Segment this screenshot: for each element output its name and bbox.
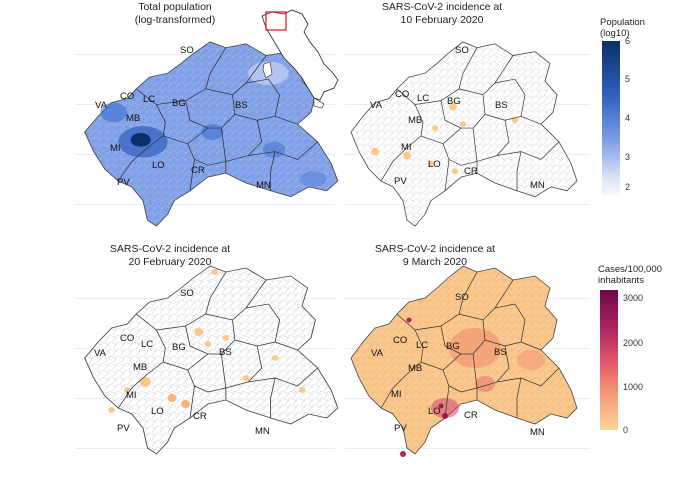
label-CO: CO bbox=[120, 333, 134, 344]
label-MB: MB bbox=[408, 115, 422, 126]
map-feb10 bbox=[351, 42, 577, 226]
label-CO: CO bbox=[393, 335, 407, 346]
label-LO: LO bbox=[428, 406, 441, 417]
legend-colorbar-incidence bbox=[600, 290, 618, 430]
label-BS: BS bbox=[219, 347, 232, 358]
label-SO: SO bbox=[455, 45, 469, 56]
legend-population: Population (log10) 6 5 4 3 2 bbox=[600, 17, 690, 187]
legend-title-line1: Population bbox=[600, 17, 645, 28]
legend-title-line2: (log10) bbox=[600, 28, 645, 39]
label-MN: MN bbox=[530, 180, 545, 191]
label-PV: PV bbox=[117, 177, 130, 188]
label-SO: SO bbox=[180, 288, 194, 299]
legend-tick: 3000 bbox=[623, 293, 643, 303]
label-SO: SO bbox=[455, 292, 469, 303]
legend-tick: 4 bbox=[625, 113, 630, 123]
label-LC: LC bbox=[417, 93, 429, 104]
label-LO: LO bbox=[428, 159, 441, 170]
label-CR: CR bbox=[464, 166, 478, 177]
label-MB: MB bbox=[408, 363, 422, 374]
label-CR: CR bbox=[193, 411, 207, 422]
label-MI: MI bbox=[391, 389, 402, 400]
legend-tick: 3 bbox=[625, 152, 630, 162]
legend-tick: 1000 bbox=[623, 382, 643, 392]
label-PV: PV bbox=[394, 423, 407, 434]
label-LO: LO bbox=[152, 160, 165, 171]
legend-tick: 2 bbox=[625, 182, 630, 192]
label-SO: SO bbox=[180, 45, 194, 56]
label-CO: CO bbox=[395, 89, 409, 100]
label-MI: MI bbox=[401, 142, 412, 153]
label-MN: MN bbox=[256, 180, 271, 191]
label-BS: BS bbox=[495, 100, 508, 111]
legend-tick: 6 bbox=[625, 36, 630, 46]
label-CR: CR bbox=[464, 410, 478, 421]
label-BS: BS bbox=[235, 100, 248, 111]
legend-tick: 5 bbox=[625, 74, 630, 84]
label-BG: BG bbox=[172, 98, 186, 109]
label-BG: BG bbox=[172, 342, 186, 353]
label-MN: MN bbox=[530, 427, 545, 438]
label-PV: PV bbox=[394, 176, 407, 187]
label-CO: CO bbox=[120, 91, 134, 102]
label-VA: VA bbox=[94, 348, 107, 359]
label-MN: MN bbox=[255, 426, 270, 437]
label-MI: MI bbox=[126, 390, 137, 401]
label-MB: MB bbox=[126, 113, 140, 124]
label-LC: LC bbox=[141, 339, 153, 350]
label-PV: PV bbox=[117, 423, 130, 434]
label-CR: CR bbox=[191, 165, 205, 176]
label-LC: LC bbox=[416, 340, 428, 351]
legend-tick: 2000 bbox=[623, 338, 643, 348]
label-BS: BS bbox=[494, 347, 507, 358]
label-MB: MB bbox=[133, 362, 147, 373]
label-LO: LO bbox=[151, 406, 164, 417]
label-BG: BG bbox=[447, 96, 461, 107]
legend-colorbar-population bbox=[602, 41, 620, 195]
label-VA: VA bbox=[371, 348, 384, 359]
legend-title-line2: inhabitants bbox=[598, 275, 662, 286]
label-LC: LC bbox=[143, 94, 155, 105]
label-MI: MI bbox=[110, 143, 121, 154]
legend-title-line1: Cases/100,000 bbox=[598, 264, 662, 275]
label-BG: BG bbox=[446, 341, 460, 352]
label-VA: VA bbox=[95, 100, 108, 111]
legend-incidence: Cases/100,000 inhabitants 3000 2000 1000… bbox=[598, 264, 694, 444]
legend-tick: 0 bbox=[623, 425, 628, 435]
label-VA: VA bbox=[370, 100, 383, 111]
